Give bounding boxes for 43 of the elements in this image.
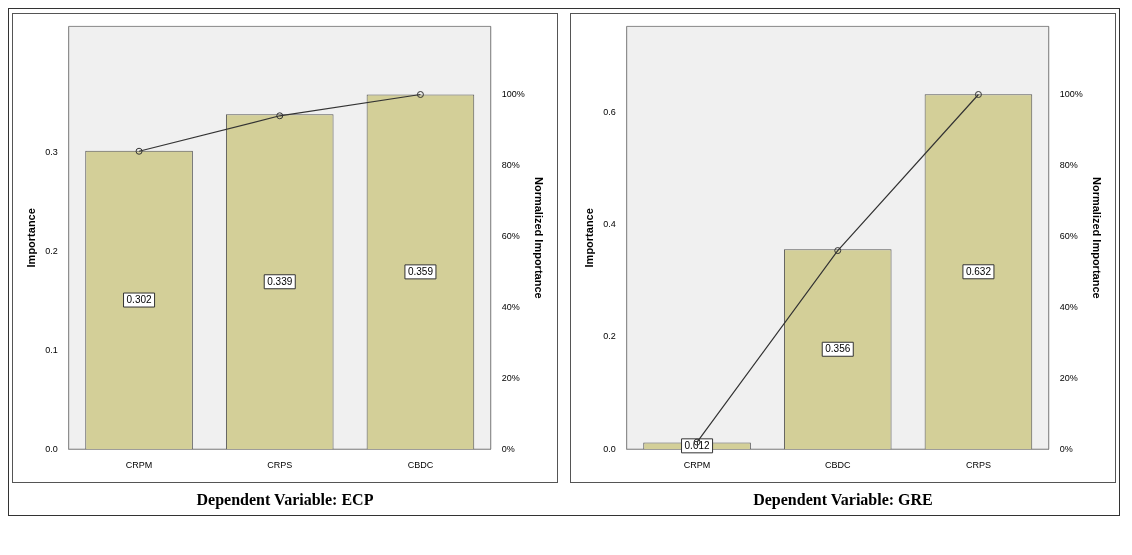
y-tick-label: 0.6: [603, 106, 616, 117]
data-label: 0.359: [407, 265, 434, 277]
data-label: 0.302: [126, 293, 152, 305]
y2-tick-label: 60%: [1059, 230, 1078, 241]
x-tick-label: CRPM: [683, 460, 711, 471]
x-tick-label: CBDC: [407, 460, 434, 471]
x-tick-label: CRPS: [267, 460, 293, 471]
y2-axis-title: Normalized Importance: [533, 176, 546, 299]
text: Dependent Variable: GRE: [753, 491, 933, 509]
y2-tick-label: 100%: [501, 88, 525, 99]
y2-axis-title: Normalized Importance: [1091, 176, 1104, 299]
data-label: 0.339: [267, 275, 293, 287]
y2-tick-label: 40%: [1059, 301, 1078, 312]
y2-tick-label: 0%: [501, 443, 515, 454]
y-tick-label: 0.2: [45, 246, 58, 257]
data-label: 0.356: [825, 343, 851, 355]
y-tick-label: 0.2: [603, 331, 616, 342]
y2-tick-label: 60%: [501, 230, 520, 241]
y-tick-label: 0.4: [603, 219, 616, 230]
y-axis-title: Importance: [582, 208, 595, 268]
point: [276, 112, 284, 120]
x-tick-label: CRPS: [965, 460, 991, 471]
text: Dependent Variable: ECP: [196, 491, 374, 509]
y2-tick-label: 40%: [501, 301, 520, 312]
y2-tick-label: 20%: [501, 372, 520, 383]
x-tick-label: CRPM: [125, 460, 153, 471]
point: [974, 91, 982, 98]
y-tick-label: 0.1: [45, 344, 58, 355]
y-axis-title: Importance: [24, 208, 37, 268]
data-label: 0.632: [965, 265, 992, 277]
y2-tick-label: 100%: [1059, 88, 1083, 99]
y-tick-label: 0.3: [45, 147, 58, 158]
point: [416, 91, 424, 98]
y2-tick-label: 80%: [501, 159, 520, 170]
point: [135, 147, 143, 155]
y2-tick-label: 0%: [1059, 443, 1073, 454]
y-tick-label: 0.0: [45, 443, 58, 454]
y2-tick-label: 20%: [1059, 372, 1078, 383]
point: [834, 247, 842, 255]
y2-tick-label: 80%: [1059, 159, 1078, 170]
data-label: 0.012: [684, 439, 710, 451]
x-tick-label: CBDC: [824, 460, 851, 471]
y-tick-label: 0.0: [603, 443, 616, 454]
